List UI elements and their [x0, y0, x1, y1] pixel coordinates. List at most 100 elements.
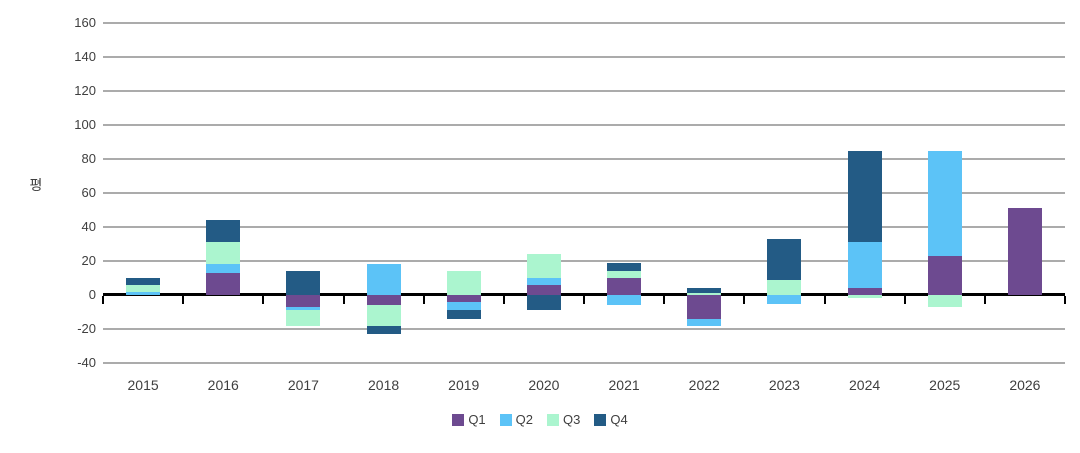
x-axis-tick	[342, 296, 345, 304]
gridline-120	[103, 90, 1065, 92]
y-axis-tick-label: 140	[74, 49, 96, 64]
legend-swatch-q2	[499, 413, 512, 426]
gridline-140	[103, 56, 1065, 58]
x-axis-tick	[583, 296, 585, 304]
x-axis-label-2016: 2016	[207, 377, 239, 393]
bar-2015-Q2	[126, 291, 161, 295]
x-axis-tick	[262, 296, 265, 304]
bar-2016-Q3	[206, 242, 241, 265]
bar-2021-Q4	[607, 262, 642, 272]
bar-2018-Q1	[366, 295, 401, 306]
legend-item-q3: Q3	[547, 412, 580, 427]
bar-2024-Q3	[847, 295, 882, 299]
gridline-100	[103, 124, 1065, 126]
legend: Q1 Q2 Q3 Q4	[0, 412, 1080, 427]
bar-2026-Q1	[1007, 208, 1042, 295]
legend-label-q1: Q1	[468, 412, 486, 427]
bar-2024-Q2	[847, 242, 882, 289]
bar-2020-Q3	[526, 254, 561, 278]
bar-2020-Q4	[526, 295, 561, 311]
x-axis-tick	[182, 296, 185, 304]
gridline-80	[103, 158, 1065, 160]
bar-2017-Q1	[286, 295, 321, 307]
x-axis-line	[103, 293, 1065, 296]
bar-2025-Q3	[927, 295, 962, 307]
bar-2022-Q1	[687, 295, 722, 319]
bar-2015-Q3	[126, 284, 161, 292]
bar-2019-Q4	[446, 310, 481, 319]
x-axis-tick	[823, 296, 826, 304]
bar-2016-Q1	[206, 272, 241, 295]
x-axis-label-2023: 2023	[768, 377, 800, 393]
y-axis-tick-label: 40	[81, 219, 96, 234]
bar-2019-Q1	[446, 295, 481, 302]
gridline-40	[103, 226, 1065, 228]
y-axis-tick-label: -40	[77, 355, 96, 370]
legend-swatch-q3	[547, 413, 559, 426]
bar-2018-Q3	[366, 305, 401, 326]
bar-2018-Q4	[366, 325, 401, 335]
legend-label-q2: Q2	[515, 412, 533, 427]
legend-item-q2: Q2	[499, 412, 533, 427]
gridline--20	[103, 328, 1065, 330]
x-axis-label-2026: 2026	[1009, 377, 1041, 393]
gridline-160	[103, 22, 1065, 24]
x-axis-label-2017: 2017	[287, 377, 319, 393]
bar-2016-Q2	[206, 264, 241, 273]
bar-2021-Q2	[607, 295, 642, 306]
bar-2016-Q4	[206, 220, 241, 243]
x-axis-tick	[743, 296, 746, 304]
legend-swatch-q4	[594, 413, 607, 426]
bar-2023-Q2	[767, 295, 802, 304]
legend-label-q4: Q4	[610, 412, 628, 427]
y-axis-tick-label: 80	[81, 151, 96, 166]
bar-2018-Q2	[366, 264, 401, 295]
bar-2021-Q1	[607, 278, 642, 295]
bar-2023-Q3	[767, 279, 802, 295]
x-axis-label-2022: 2022	[688, 377, 720, 393]
x-axis-label-2021: 2021	[608, 377, 640, 393]
legend-label-q3: Q3	[563, 412, 581, 427]
bar-2019-Q3	[446, 271, 481, 295]
bar-2025-Q2	[927, 150, 962, 256]
x-axis-label-2025: 2025	[929, 377, 961, 393]
x-axis-tick	[983, 296, 986, 304]
y-axis-tick-label: 160	[74, 15, 96, 30]
x-axis-label-2020: 2020	[528, 377, 560, 393]
bar-2017-Q2	[286, 306, 321, 311]
bar-2025-Q1	[927, 255, 962, 295]
bar-2020-Q1	[526, 284, 561, 295]
legend-swatch-q1	[452, 413, 465, 426]
legend-item-q1: Q1	[452, 412, 486, 427]
bar-2022-Q3	[687, 293, 722, 295]
bar-2022-Q2	[687, 318, 722, 326]
bar-2021-Q3	[607, 271, 642, 278]
bar-2020-Q2	[526, 278, 561, 285]
gridline-60	[103, 192, 1065, 194]
gridline-20	[103, 260, 1065, 262]
y-axis-title: 평	[29, 177, 43, 193]
x-axis-tick	[663, 296, 666, 304]
y-axis-tick-label: 100	[74, 117, 96, 132]
bar-2019-Q2	[446, 301, 481, 311]
bar-2022-Q4	[687, 288, 722, 294]
gridline--40	[103, 362, 1065, 364]
x-axis-tick	[102, 296, 104, 304]
y-axis-tick-label: 20	[81, 253, 96, 268]
x-axis-tick	[422, 296, 425, 304]
bar-2023-Q4	[767, 238, 802, 280]
x-axis-label-2015: 2015	[127, 377, 159, 393]
y-axis-tick-label: 60	[81, 185, 96, 200]
bar-2017-Q4	[286, 271, 321, 295]
y-axis-tick-label: 120	[74, 83, 96, 98]
legend-item-q4: Q4	[594, 412, 628, 427]
x-axis-tick	[1064, 296, 1066, 304]
y-axis-tick-label: -20	[77, 321, 96, 336]
x-axis-tick	[903, 296, 906, 304]
x-axis-label-2018: 2018	[368, 377, 400, 393]
x-axis-label-2024: 2024	[849, 377, 881, 393]
bar-2017-Q3	[286, 310, 321, 326]
y-axis-tick-label: 0	[88, 287, 96, 302]
bar-2024-Q4	[847, 150, 882, 243]
